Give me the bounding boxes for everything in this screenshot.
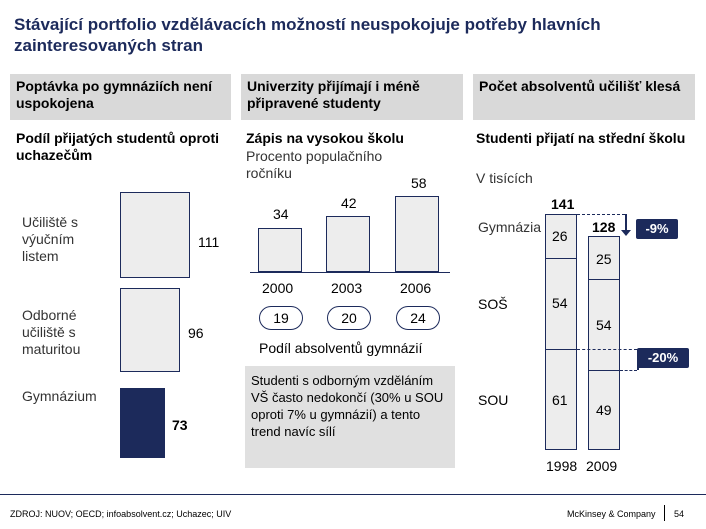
stack-2009-divider-2 — [588, 370, 620, 371]
stack-1998 — [545, 214, 577, 450]
bar-2003 — [326, 216, 370, 272]
note-box: Studenti s odborným vzděláním VŠ často n… — [245, 366, 455, 468]
v2009-sou: 49 — [596, 402, 612, 418]
bar-value-2000: 34 — [273, 206, 289, 222]
year-2000: 2000 — [262, 280, 294, 296]
arrowhead-down-icon — [621, 230, 631, 236]
col1-header: Poptávka po gymnáziích není uspokojena — [10, 74, 231, 120]
footer-divider — [0, 494, 706, 495]
bubble-label: Podíl absolventů gymnázií — [259, 340, 423, 356]
col2-subheader2: Procento populačního ročníku — [246, 148, 383, 181]
value-uciliste: 111 — [198, 234, 220, 250]
change-tag-20: -20% — [637, 348, 689, 368]
baseline — [250, 272, 450, 273]
year-2009: 2009 — [586, 458, 618, 474]
v2009-gymnazia: 25 — [596, 251, 612, 267]
bar-2000 — [258, 228, 302, 272]
bar-gymnazium — [120, 388, 165, 458]
v1998-gymnazia: 26 — [552, 228, 568, 244]
change-tag-9: -9% — [636, 219, 678, 239]
connector-sou — [577, 349, 637, 350]
col2-subheader: Zápis na vysokou školu — [246, 130, 404, 146]
bar-uciliste — [120, 192, 190, 278]
stack-2009 — [588, 236, 620, 450]
value-odborne: 96 — [188, 325, 204, 341]
year-2006: 2006 — [400, 280, 432, 296]
bubble-2000: 19 — [259, 306, 303, 330]
footer-separator — [664, 505, 665, 521]
v1998-sos: 54 — [552, 295, 568, 311]
page-number: 54 — [674, 509, 685, 519]
total-2009: 128 — [592, 219, 616, 235]
v2009-sos: 54 — [596, 317, 612, 333]
page-title: Stávající portfolio vzdělávacích možnost… — [14, 15, 601, 55]
year-1998: 1998 — [546, 458, 578, 474]
bar-value-2003: 42 — [341, 195, 357, 211]
v1998-sou: 61 — [552, 392, 568, 408]
bar-2006 — [395, 196, 439, 272]
row-label-uciliste: Učiliště s výučním listem — [22, 214, 79, 264]
connector-sou-2009 — [620, 370, 637, 371]
col3-header: Počet absolventů učilišť klesá — [473, 74, 695, 120]
total-1998: 141 — [551, 196, 575, 212]
stack-1998-divider-2 — [545, 349, 577, 350]
bubble-2003: 20 — [327, 306, 371, 330]
segment-label-sou: SOU — [478, 392, 509, 408]
connector-total — [577, 214, 625, 215]
stack-1998-divider-1 — [545, 258, 577, 259]
arrow-down-9 — [625, 214, 627, 232]
bar-value-2006: 58 — [411, 175, 427, 191]
col3-subheader2: V tisících — [476, 170, 533, 186]
value-gymnazium: 73 — [172, 417, 188, 433]
segment-label-sos: SOŠ — [478, 296, 508, 312]
footer-brand: McKinsey & Company — [567, 509, 656, 519]
stack-2009-divider-1 — [588, 279, 620, 280]
bubble-2006: 24 — [396, 306, 440, 330]
col1-subheader: Podíl přijatých studentů oproti uchazečů… — [16, 130, 219, 163]
year-2003: 2003 — [331, 280, 363, 296]
segment-label-gymnazia: Gymnázia — [478, 219, 542, 235]
col2-header: Univerzity přijímají i méně připravené s… — [241, 74, 463, 120]
bar-odborne — [120, 288, 180, 372]
col3-subheader: Studenti přijatí na střední školu — [476, 130, 686, 146]
row-label-gymnazium: Gymnázium — [22, 388, 97, 404]
footer-source: ZDROJ: NUOV; OECD; infoabsolvent.cz; Uch… — [10, 509, 232, 519]
row-label-odborne: Odborné učiliště s maturitou — [22, 307, 81, 357]
